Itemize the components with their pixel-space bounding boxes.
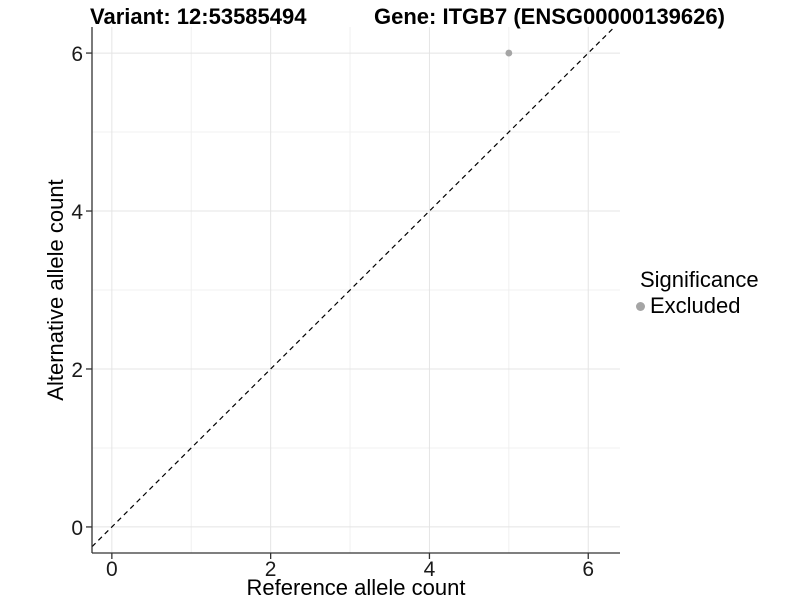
y-tick-label: 0: [71, 517, 83, 540]
legend-title: Significance: [640, 267, 759, 292]
x-axis-title: Reference allele count: [246, 575, 466, 600]
plot-title-gene: Gene: ITGB7 (ENSG00000139626): [374, 4, 725, 29]
identity-line: [91, 26, 615, 548]
legend-item-label: Excluded: [650, 293, 741, 318]
y-tick-label: 2: [71, 359, 83, 382]
y-axis-title: Alternative allele count: [43, 179, 68, 401]
x-tick-label: 4: [424, 558, 436, 581]
x-tick-label: 0: [106, 558, 118, 581]
legend-item-excluded: Excluded: [630, 293, 759, 318]
y-tick-label: 6: [71, 43, 83, 66]
x-tick-label: 2: [265, 558, 277, 581]
legend: Significance Excluded: [630, 267, 759, 318]
x-tick-label: 6: [582, 558, 594, 581]
y-tick-label: 4: [71, 201, 83, 224]
legend-point-icon: [635, 301, 645, 311]
legend-key: [630, 301, 650, 311]
data-point: [505, 49, 513, 57]
plot-title-variant: Variant: 12:53585494: [90, 4, 307, 29]
